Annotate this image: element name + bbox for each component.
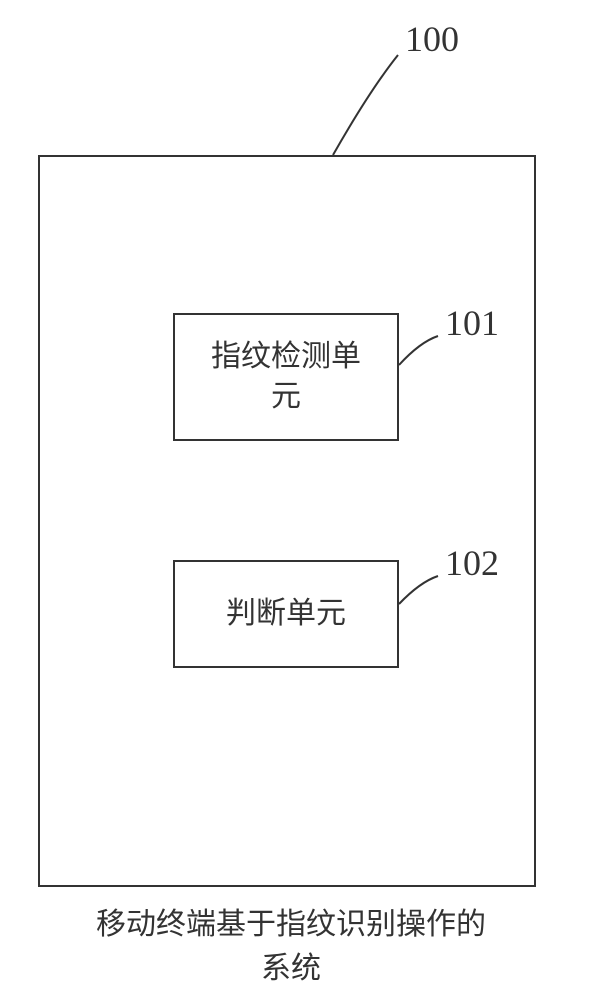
leader-line-100 bbox=[329, 51, 402, 159]
label-101: 101 bbox=[445, 302, 499, 344]
fingerprint-detect-unit-box: 指纹检测单元 bbox=[173, 313, 399, 441]
diagram-container: 指纹检测单元 判断单元 100 101 102 移动终端基于指纹识别操作的 系统 bbox=[0, 0, 604, 1000]
leader-line-102 bbox=[395, 572, 442, 608]
leader-line-101 bbox=[395, 332, 442, 369]
judgment-unit-box: 判断单元 bbox=[173, 560, 399, 668]
box1-text: 指纹检测单元 bbox=[197, 337, 375, 418]
caption-line2: 系统 bbox=[261, 952, 321, 985]
system-outer-box bbox=[38, 155, 536, 887]
caption-line1: 移动终端基于指纹识别操作的 bbox=[96, 908, 486, 941]
label-100: 100 bbox=[405, 18, 459, 60]
box2-text: 判断单元 bbox=[226, 594, 346, 635]
system-caption: 移动终端基于指纹识别操作的 系统 bbox=[76, 903, 506, 990]
label-102: 102 bbox=[445, 542, 499, 584]
